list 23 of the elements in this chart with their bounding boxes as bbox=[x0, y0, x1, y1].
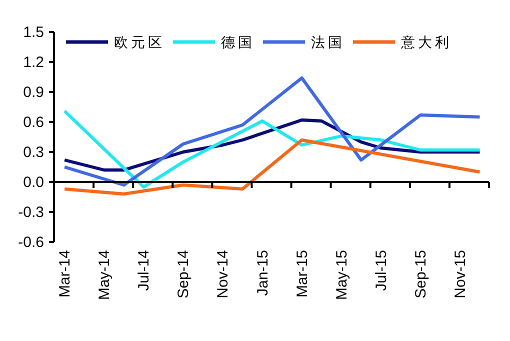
x-tick-label: Jul-14 bbox=[136, 250, 153, 291]
legend-label: 德国 bbox=[221, 35, 255, 51]
x-tick-label: Mar-15 bbox=[294, 250, 311, 298]
y-tick-label: -0.6 bbox=[18, 234, 44, 251]
legend-label: 法国 bbox=[311, 35, 345, 51]
y-tick-label: 0.9 bbox=[23, 84, 44, 101]
x-tick-label: Nov-14 bbox=[214, 250, 232, 298]
y-tick-label: 1.5 bbox=[23, 24, 44, 41]
y-tick-label: -0.3 bbox=[18, 204, 44, 221]
y-tick-label: 1.2 bbox=[23, 54, 44, 71]
x-tick-label: Sep-15 bbox=[412, 250, 430, 298]
x-tick-label: Mar-14 bbox=[56, 250, 74, 298]
x-tick-label: Sep-14 bbox=[175, 250, 192, 298]
legend-label: 意大利 bbox=[400, 35, 452, 51]
x-tick-label: Jan-15 bbox=[254, 250, 272, 296]
legend-label: 欧元区 bbox=[114, 36, 165, 51]
y-tick-label: 0.0 bbox=[23, 174, 44, 191]
y-tick-label: 0.3 bbox=[23, 144, 44, 161]
x-tick-label: Nov-15 bbox=[452, 250, 469, 298]
x-tick-label: May-14 bbox=[96, 250, 114, 300]
y-tick-label: 0.6 bbox=[23, 114, 44, 131]
x-tick-label: May-15 bbox=[333, 250, 350, 300]
x-tick-label: Jul-15 bbox=[372, 250, 390, 291]
